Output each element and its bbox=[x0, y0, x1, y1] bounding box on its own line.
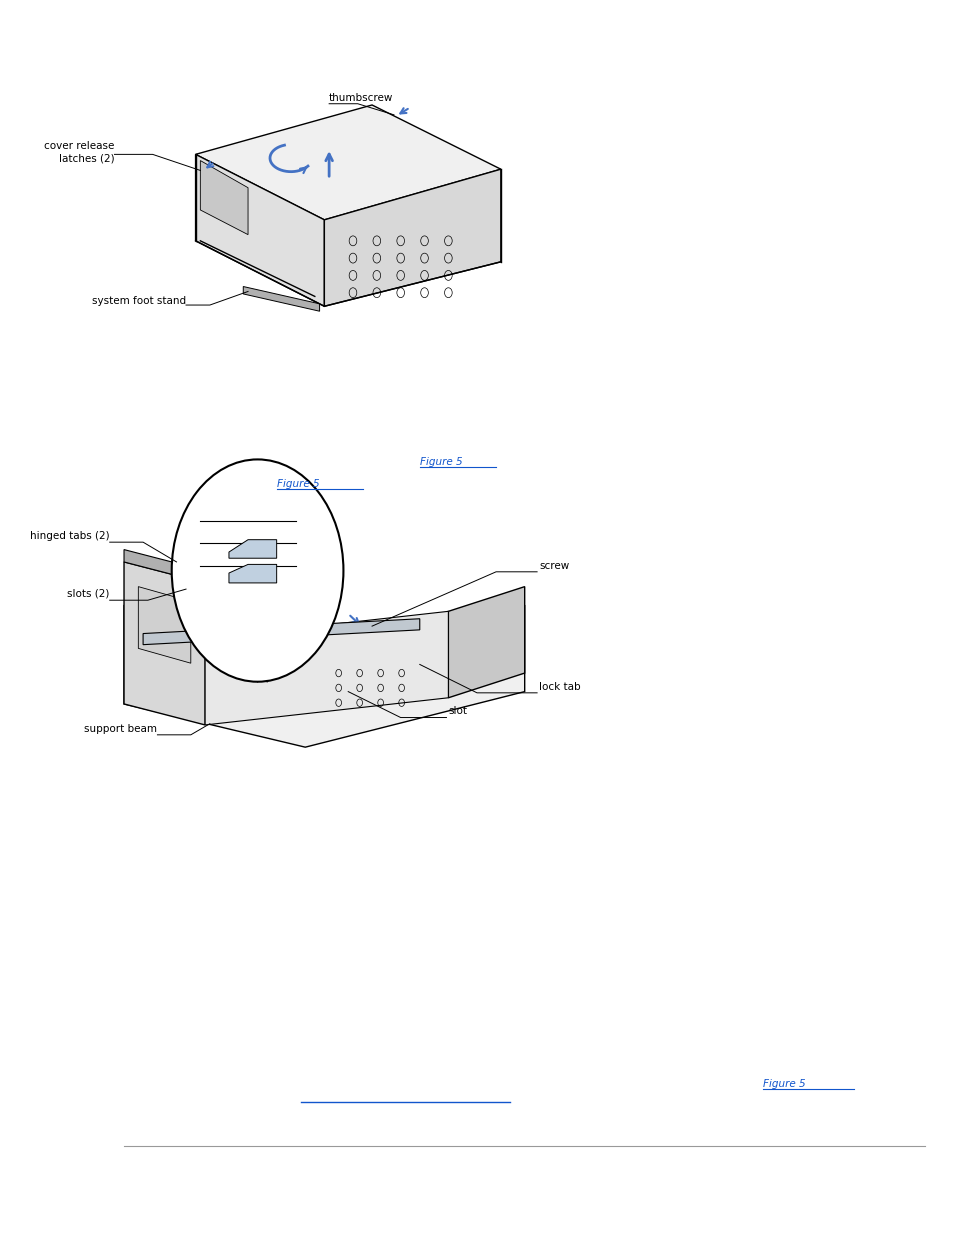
Polygon shape bbox=[229, 564, 276, 583]
Polygon shape bbox=[324, 169, 500, 306]
Text: support beam: support beam bbox=[84, 724, 157, 734]
Text: hinged tabs (2): hinged tabs (2) bbox=[30, 531, 110, 541]
Polygon shape bbox=[195, 105, 500, 220]
Polygon shape bbox=[143, 619, 419, 645]
Text: Figure 5: Figure 5 bbox=[419, 457, 472, 467]
Text: system foot stand: system foot stand bbox=[91, 296, 186, 306]
Polygon shape bbox=[200, 161, 248, 235]
Polygon shape bbox=[138, 587, 191, 663]
Polygon shape bbox=[124, 605, 524, 747]
Text: Figure 5: Figure 5 bbox=[276, 479, 329, 489]
Polygon shape bbox=[124, 550, 205, 583]
Polygon shape bbox=[229, 540, 276, 558]
Polygon shape bbox=[205, 611, 448, 725]
Circle shape bbox=[172, 459, 343, 682]
Text: slots (2): slots (2) bbox=[68, 589, 110, 599]
Text: latches (2): latches (2) bbox=[59, 153, 114, 163]
Polygon shape bbox=[243, 287, 319, 311]
Text: thumbscrew: thumbscrew bbox=[329, 93, 393, 103]
Polygon shape bbox=[195, 154, 324, 306]
Text: Figure 5: Figure 5 bbox=[762, 1079, 815, 1089]
Text: screw: screw bbox=[538, 561, 569, 571]
Polygon shape bbox=[124, 562, 205, 725]
Text: slot: slot bbox=[448, 706, 467, 716]
Text: lock tab: lock tab bbox=[538, 682, 580, 692]
Text: cover release: cover release bbox=[44, 141, 114, 151]
Polygon shape bbox=[448, 587, 524, 698]
